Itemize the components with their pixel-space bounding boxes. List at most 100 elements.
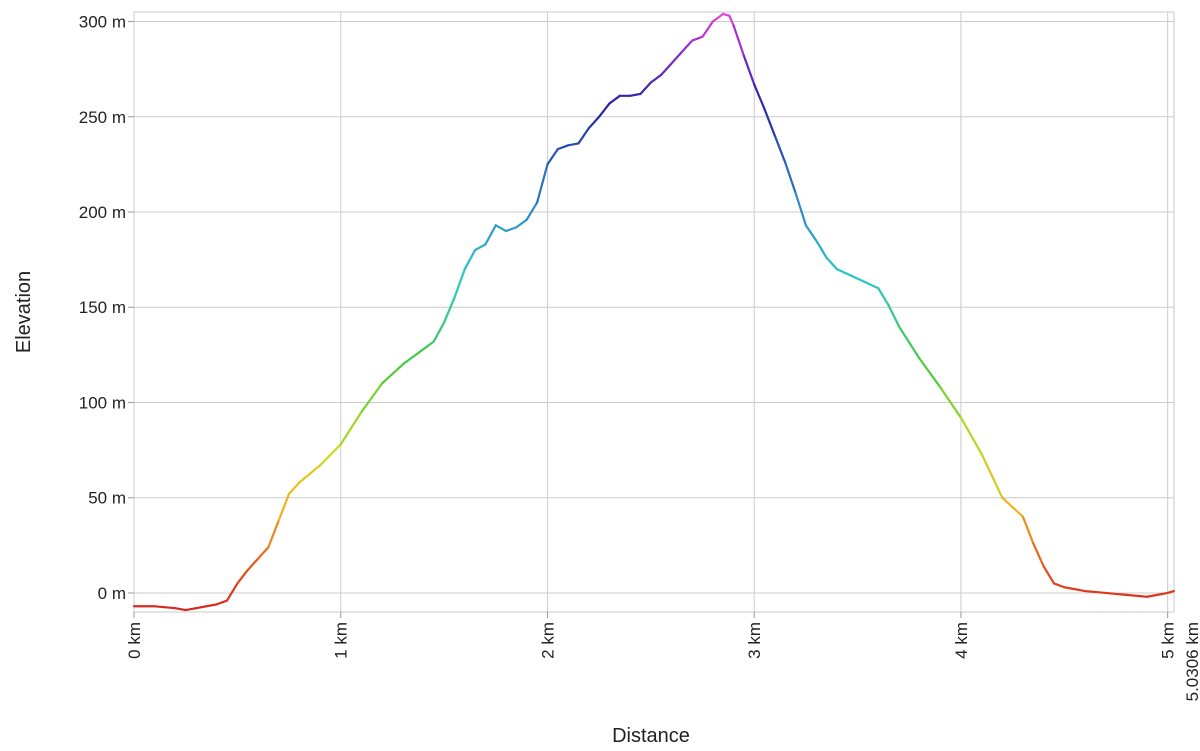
elevation-line-segment	[701, 20, 714, 38]
elevation-line-segment	[422, 340, 435, 351]
y-tick-label: 300 m	[79, 13, 126, 32]
elevation-line-segment	[153, 605, 177, 610]
elevation-line-segment	[236, 568, 249, 585]
elevation-line-segment	[753, 83, 766, 111]
elevation-line-segment	[763, 108, 776, 137]
elevation-line-segment	[742, 54, 756, 86]
x-tick-label: 5 km	[1159, 622, 1178, 659]
elevation-line-segment	[401, 348, 425, 366]
x-tick-label: 3 km	[745, 622, 764, 659]
elevation-line-segment	[536, 163, 549, 204]
y-axis-title: Elevation	[13, 271, 35, 353]
elevation-line	[132, 12, 1175, 612]
elevation-line-segment	[443, 296, 456, 324]
elevation-line-segment	[277, 492, 291, 522]
elevation-line-segment	[732, 24, 745, 57]
elevation-line-segment	[691, 35, 704, 42]
elevation-line-segment	[980, 452, 1004, 499]
y-axis-ticks: 0 m 50 m 100 m 150 m 200 m 250 m 300 m	[79, 13, 134, 603]
elevation-line-segment	[629, 92, 642, 97]
elevation-line-segment	[246, 557, 260, 572]
elevation-line-segment	[856, 277, 880, 290]
elevation-line-segment	[298, 464, 322, 484]
x-tick-label: 1 km	[332, 622, 351, 659]
elevation-line-segment	[256, 546, 270, 560]
elevation-line-segment	[784, 161, 797, 195]
elevation-line-segment	[608, 94, 621, 105]
elevation-line-segment	[1042, 565, 1056, 585]
elevation-line-segment	[835, 268, 859, 280]
elevation-line-segment	[484, 224, 497, 246]
elevation-line-segment	[184, 607, 198, 612]
elevation-line-segment	[494, 224, 508, 233]
x-axis-title: Distance	[612, 725, 690, 747]
plot-area-background	[133, 11, 1175, 613]
x-tick-label: 0 km	[125, 622, 144, 659]
y-tick-label: 250 m	[79, 108, 126, 127]
elevation-line-segment	[918, 357, 942, 389]
elevation-line-segment	[318, 443, 342, 467]
elevation-line-segment	[1104, 591, 1128, 596]
elevation-line-segment	[505, 226, 518, 233]
elevation-line-segment	[1083, 589, 1107, 595]
elevation-line-segment	[639, 81, 652, 96]
elevation-line-segment	[1166, 589, 1175, 595]
elevation-line-segment	[680, 39, 694, 54]
elevation-line-segment	[453, 268, 466, 299]
elevation-line-segment	[287, 481, 301, 496]
elevation-line-segment	[1063, 586, 1076, 591]
y-tick-label: 100 m	[79, 393, 126, 412]
elevation-line-segment	[711, 12, 725, 23]
elevation-line-segment	[577, 127, 590, 145]
y-tick-label: 0 m	[98, 584, 126, 603]
elevation-line-segment	[598, 102, 611, 118]
elevation-line-segment	[267, 519, 280, 549]
y-tick-label: 200 m	[79, 203, 126, 222]
elevation-line-segment	[1052, 582, 1066, 589]
elevation-line-segment	[825, 256, 838, 271]
elevation-line-segment	[773, 134, 787, 164]
x-tick-label: 4 km	[952, 622, 971, 659]
elevation-line-segment	[474, 243, 487, 252]
elevation-line-segment	[939, 386, 963, 419]
elevation-line-segment	[660, 62, 673, 76]
y-tick-label: 50 m	[88, 489, 126, 508]
elevation-line-segment	[567, 142, 580, 147]
elevation-line-segment	[556, 144, 570, 151]
elevation-line-segment	[959, 416, 983, 456]
y-tick-label: 150 m	[79, 298, 126, 317]
elevation-line-segment	[887, 304, 901, 328]
elevation-line-segment	[1073, 588, 1087, 593]
elevation-line-segment	[360, 382, 384, 414]
elevation-line-segment	[380, 363, 404, 385]
elevation-line-segment	[1145, 593, 1159, 598]
elevation-line-segment	[463, 248, 477, 271]
elevation-line-segment	[815, 239, 828, 259]
elevation-line-segment	[1032, 542, 1045, 568]
elevation-line-segment	[194, 603, 218, 610]
elevation-line-segment	[587, 115, 601, 130]
elevation-line-segment	[1125, 593, 1149, 598]
x-tick-label: 2 km	[538, 622, 557, 659]
elevation-line-segment	[432, 321, 446, 343]
elevation-line-segment	[897, 325, 921, 360]
x-end-label: 5.0306 km	[1183, 622, 1200, 701]
elevation-line-segment	[1001, 496, 1025, 518]
elevation-line-segment	[794, 191, 807, 227]
elevation-line-segment	[546, 148, 559, 166]
elevation-line-segment	[1021, 515, 1035, 545]
grid-lines	[133, 12, 1174, 612]
elevation-line-segment	[649, 73, 663, 84]
elevation-line-segment	[225, 582, 239, 602]
elevation-line-segment	[174, 607, 187, 612]
elevation-line-segment	[804, 224, 818, 242]
elevation-line-segment	[525, 201, 539, 221]
elevation-line-segment	[1156, 591, 1169, 596]
x-axis-ticks: 0 km 1 km 2 km 3 km 4 km 5 km 5.0306 km	[125, 612, 1200, 701]
elevation-line-segment	[515, 218, 528, 229]
elevation-line-segment	[215, 599, 229, 606]
elevation-line-segment	[339, 410, 363, 446]
elevation-line-segment	[877, 287, 890, 307]
elevation-line-segment	[670, 50, 683, 65]
